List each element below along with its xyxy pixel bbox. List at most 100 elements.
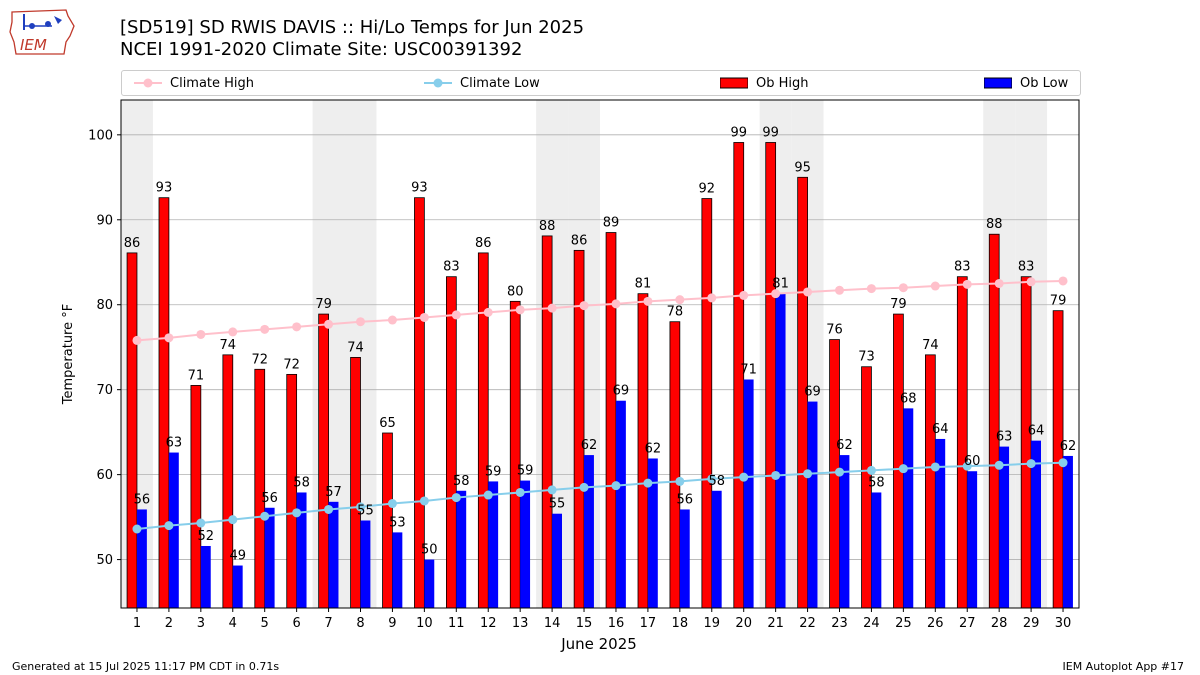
x-tick-label-8: 8 <box>356 616 364 631</box>
x-tick-label-22: 22 <box>799 616 816 631</box>
climate-high-point-10 <box>419 312 429 322</box>
x-tick-label-28: 28 <box>991 616 1008 631</box>
ob-high-bar-6 <box>286 373 298 609</box>
ob-high-bar-1 <box>126 252 138 609</box>
ob-high-label-3: 71 <box>188 368 205 383</box>
ob-high-bar-7 <box>318 313 329 609</box>
legend-item-climate-high: Climate High <box>134 71 254 95</box>
climate-lines <box>132 276 1068 534</box>
y-tick-label-70: 70 <box>96 383 113 398</box>
climate-high-point-9 <box>387 315 397 325</box>
climate-low-point-29 <box>1026 459 1036 469</box>
ob-high-label-27: 83 <box>954 260 971 275</box>
climate-low-point-22 <box>803 469 813 479</box>
ob-high-bar-18 <box>669 321 681 609</box>
ob-low-label-8: 55 <box>357 504 374 519</box>
climate-low-point-26 <box>930 462 940 472</box>
climate-high-point-14 <box>547 303 557 313</box>
y-tick-label-100: 100 <box>88 128 113 143</box>
ob-low-label-30: 62 <box>1060 439 1077 454</box>
ob-high-label-5: 72 <box>251 352 268 367</box>
x-tick-label-16: 16 <box>608 616 625 631</box>
climate-high-point-4 <box>228 327 238 337</box>
ob-low-label-20: 71 <box>740 362 757 377</box>
x-tick-label-13: 13 <box>512 616 529 631</box>
ob-low-label-23: 62 <box>836 438 853 453</box>
climate-low-swatch <box>424 78 452 88</box>
climate-high-point-15 <box>579 301 589 311</box>
ob-low-label-2: 63 <box>166 436 183 451</box>
climate-low-point-16 <box>611 481 621 491</box>
ob-high-label-26: 74 <box>922 338 939 353</box>
x-tick-label-26: 26 <box>927 616 944 631</box>
ob-high-bar-4 <box>222 354 234 609</box>
x-tick-label-2: 2 <box>165 616 173 631</box>
ob-high-label-24: 73 <box>858 350 875 365</box>
climate-high-point-25 <box>898 283 908 293</box>
ob-high-label-25: 79 <box>890 297 907 312</box>
ob-low-label-25: 68 <box>900 391 917 406</box>
ob-low-bar-5 <box>264 507 275 608</box>
ob-low-label-12: 59 <box>485 464 502 479</box>
y-tick-label-60: 60 <box>96 468 113 483</box>
climate-high-point-5 <box>260 324 270 334</box>
y-tick-label-50: 50 <box>96 553 113 568</box>
x-axis-label: June 2025 <box>560 635 637 653</box>
chart-legend: Climate High Climate Low Ob High Ob Low <box>121 70 1081 96</box>
climate-high-point-22 <box>803 287 813 297</box>
ob-low-bar-18 <box>679 509 690 608</box>
climate-high-point-29 <box>1026 277 1036 287</box>
ob-low-label-17: 62 <box>645 441 662 456</box>
ob-low-label-6: 58 <box>293 475 310 490</box>
climate-low-point-28 <box>994 460 1004 470</box>
gridlines <box>121 134 1079 560</box>
ob-low-label-19: 58 <box>708 474 725 489</box>
x-tick-label-12: 12 <box>480 616 497 631</box>
climate-low-point-17 <box>643 478 653 488</box>
legend-label-ob-high: Ob High <box>756 75 809 91</box>
climate-high-point-3 <box>196 329 206 339</box>
bars <box>126 142 1073 609</box>
ob-low-bar-13 <box>520 480 531 608</box>
x-tick-label-19: 19 <box>703 616 720 631</box>
ob-low-bar-27 <box>967 471 978 608</box>
climate-high-point-20 <box>739 290 749 300</box>
y-axis-label: Temperature °F <box>61 304 76 405</box>
ob-high-label-13: 80 <box>507 284 524 299</box>
x-tick-label-6: 6 <box>292 616 300 631</box>
climate-high-point-17 <box>643 296 653 306</box>
climate-high-point-12 <box>483 307 493 317</box>
ob-high-label-18: 78 <box>667 305 684 320</box>
ob-low-label-21: 81 <box>772 277 789 292</box>
climate-high-point-24 <box>866 284 876 294</box>
climate-high-point-26 <box>930 281 940 291</box>
x-tick-label-23: 23 <box>831 616 848 631</box>
climate-low-point-8 <box>356 502 365 512</box>
ob-high-bar-29 <box>1020 276 1032 609</box>
climate-low-point-3 <box>196 518 206 528</box>
ob-low-bar-17 <box>647 458 658 608</box>
ob-high-bar-13 <box>509 300 521 609</box>
climate-low-point-25 <box>898 464 908 474</box>
ob-low-label-26: 64 <box>932 422 949 437</box>
ob-high-label-19: 92 <box>699 182 716 197</box>
ob-high-label-17: 81 <box>635 277 652 292</box>
ob-low-label-29: 64 <box>1028 424 1045 439</box>
ob-low-label-16: 69 <box>613 384 630 399</box>
x-tick-label-21: 21 <box>767 616 784 631</box>
ob-high-label-6: 72 <box>283 357 300 372</box>
ob-low-bar-2 <box>168 452 179 608</box>
ob-low-bar-12 <box>488 481 499 608</box>
x-tick-label-30: 30 <box>1055 616 1072 631</box>
ob-low-bar-6 <box>296 492 307 608</box>
climate-high-point-18 <box>675 295 685 305</box>
ob-high-bar-11 <box>446 276 457 609</box>
ob-low-bar-26 <box>935 438 946 608</box>
ob-low-label-4: 49 <box>229 549 246 564</box>
climate-high-point-23 <box>835 285 844 295</box>
ob-low-bar-14 <box>552 513 562 608</box>
climate-low-point-23 <box>835 467 844 477</box>
ob-low-label-3: 52 <box>198 529 215 544</box>
ob-low-bar-25 <box>903 408 914 608</box>
